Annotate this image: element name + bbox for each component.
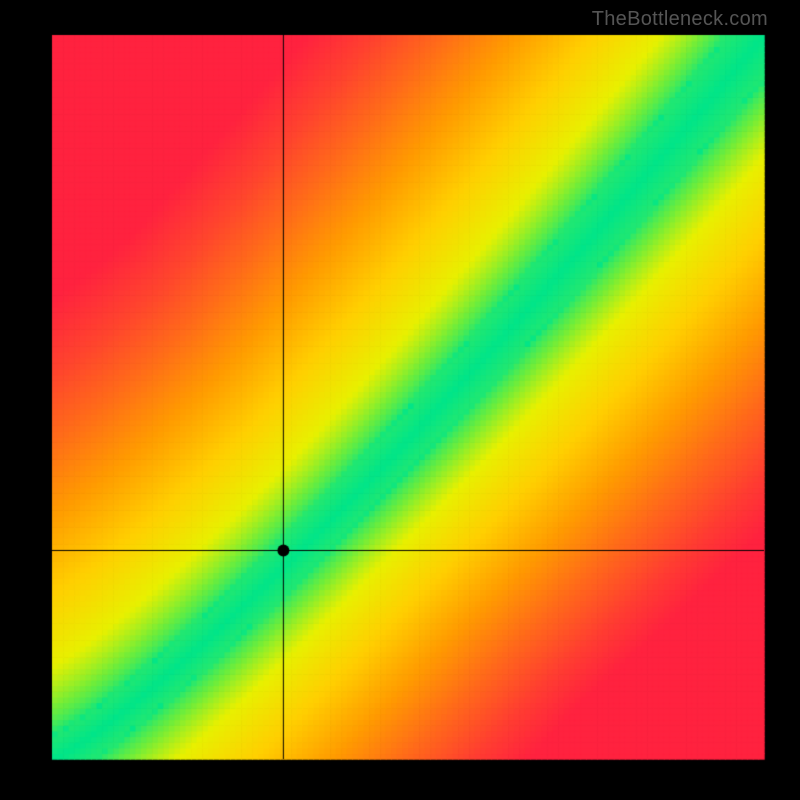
- watermark-text: TheBottleneck.com: [592, 8, 768, 31]
- bottleneck-heatmap: [0, 0, 800, 800]
